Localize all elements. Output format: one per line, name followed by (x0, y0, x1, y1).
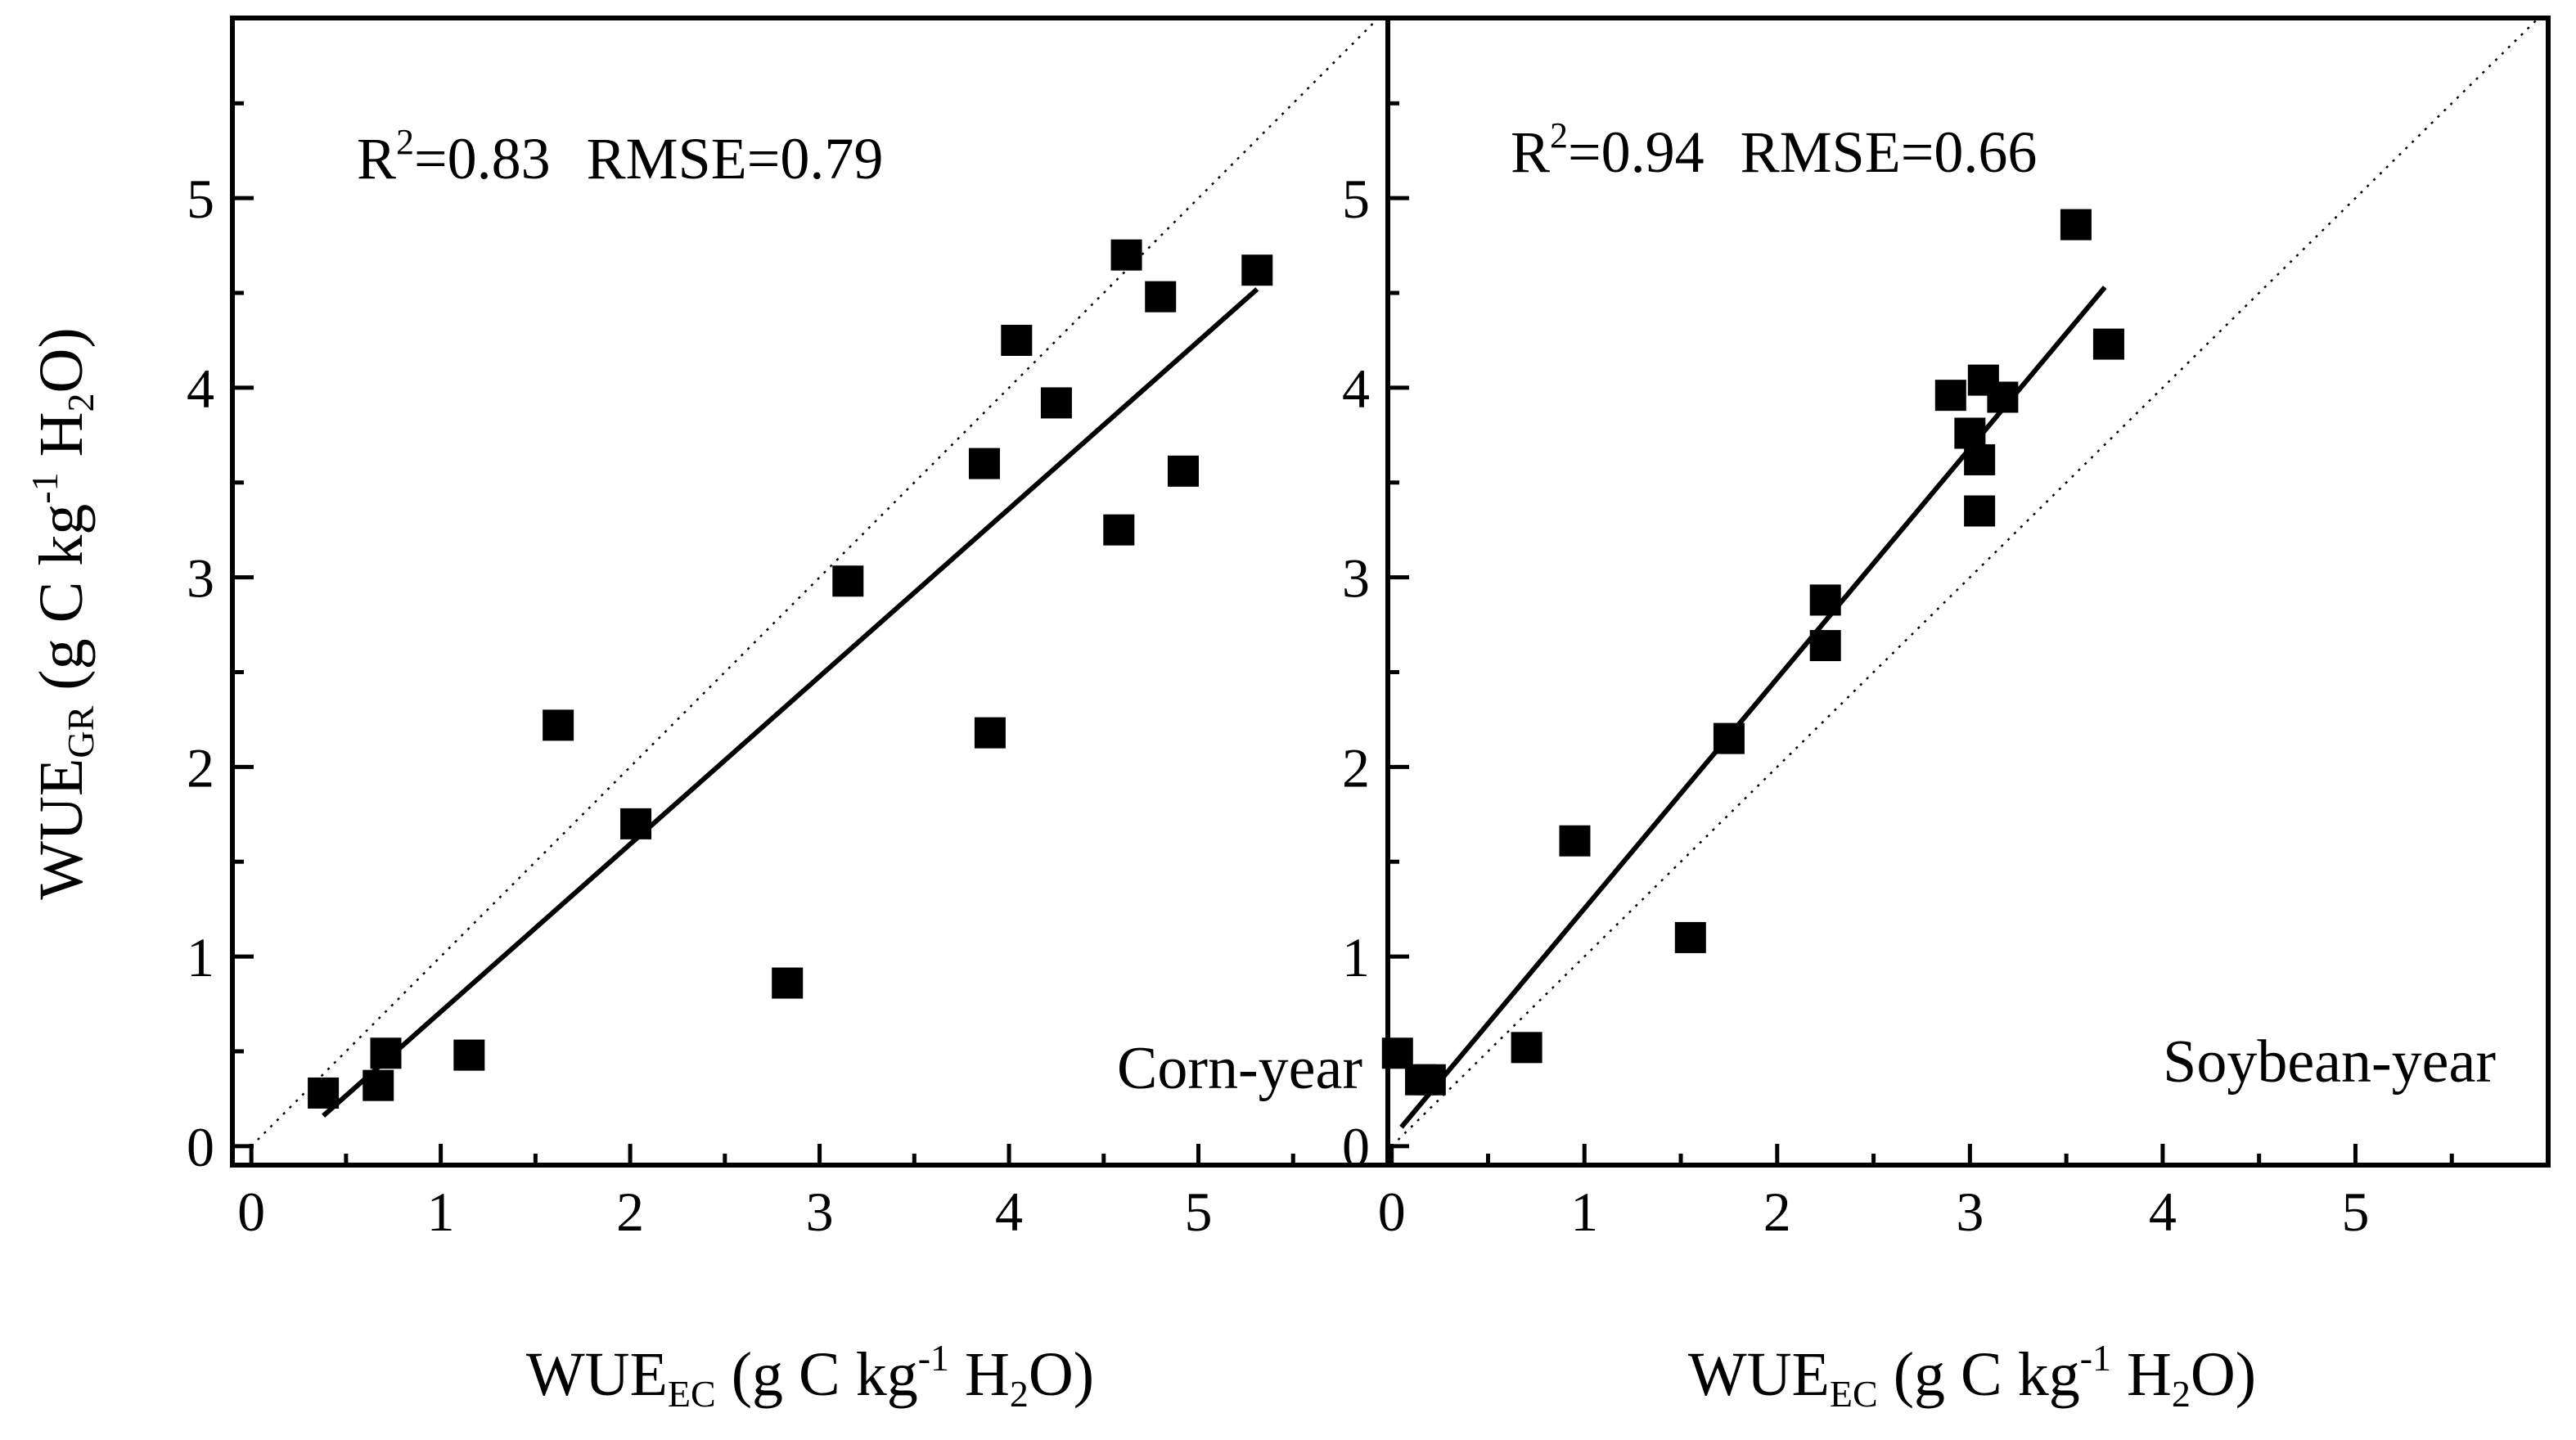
data-point (363, 1069, 394, 1101)
x-tick-label: 2 (1763, 1181, 1791, 1243)
y-tick-label: 2 (1342, 736, 1370, 799)
data-point (1381, 1037, 1413, 1069)
y-axis-ticks: 0 1 2 3 4 5 (1342, 101, 1409, 1178)
points-layer (1381, 209, 2124, 1096)
panel-label: Corn-year (1117, 1035, 1362, 1102)
y-tick-label: 5 (187, 168, 214, 230)
data-point (1809, 584, 1841, 616)
data-point (772, 967, 804, 999)
x-tick-label: 2 (616, 1181, 644, 1243)
data-point (1954, 417, 1986, 449)
x-tick-label: 3 (806, 1181, 834, 1243)
data-point (1241, 254, 1273, 286)
x-tick-label: 3 (1956, 1181, 1984, 1243)
data-point (1809, 630, 1841, 662)
lines-layer (1390, 17, 2540, 1147)
regression-line (1399, 286, 2107, 1129)
x-axis-ticks: 0 1 2 3 4 5 (1378, 1144, 2454, 1243)
data-point (370, 1037, 402, 1069)
data-point (453, 1039, 485, 1071)
y-tick-label: 1 (1342, 926, 1370, 988)
data-point (1001, 324, 1033, 356)
data-point (1040, 387, 1072, 419)
x-axis-label: WUEEC (g C kg-1 H2O) (1688, 1337, 2256, 1415)
data-point (2092, 328, 2124, 360)
x-tick-label: 5 (1185, 1181, 1213, 1243)
data-point (1934, 380, 1966, 412)
data-point (1964, 495, 1996, 527)
data-point (832, 565, 864, 597)
lines-layer (250, 17, 1380, 1147)
x-tick-label: 4 (2149, 1181, 2177, 1243)
x-tick-label: 0 (1378, 1181, 1406, 1243)
one-to-one-line (1390, 17, 2540, 1147)
data-point (1103, 514, 1135, 546)
data-point (1559, 825, 1591, 857)
data-point (1964, 443, 1996, 475)
y-tick-label: 0 (1342, 1116, 1370, 1178)
panel-corn-year: 0 1 2 3 4 5 0 1 2 3 4 5 R2=0.83 RMSE=0.79 Corn-year… (187, 16, 1390, 1415)
data-point (968, 448, 1000, 479)
data-point (1713, 722, 1745, 754)
stats-annotation: R2=0.94 RMSE=0.66 (1511, 115, 2037, 185)
points-layer (308, 239, 1273, 1109)
y-tick-label: 0 (187, 1116, 214, 1178)
data-point (1414, 1064, 1446, 1096)
panel-soybean-year: 0 1 2 3 4 5 0 1 2 3 4 5 R2=0.94 RMSE=0.66 Soybean-y… (1342, 16, 2551, 1415)
data-point (1110, 239, 1142, 271)
x-tick-label: 4 (995, 1181, 1023, 1243)
y-tick-label: 1 (187, 926, 214, 988)
y-tick-label: 4 (1342, 358, 1370, 420)
y-tick-label: 2 (187, 736, 214, 799)
data-point (1168, 455, 1200, 487)
data-point (1511, 1032, 1542, 1064)
data-point (1674, 921, 1706, 953)
panel-frame (1385, 16, 2551, 1168)
y-tick-label: 3 (187, 547, 214, 610)
x-tick-label: 5 (2341, 1181, 2369, 1243)
x-tick-label: 1 (1570, 1181, 1598, 1243)
x-tick-label: 1 (427, 1181, 455, 1243)
y-tick-label: 3 (1342, 547, 1370, 610)
y-axis-ticks: 0 1 2 3 4 5 (187, 101, 254, 1178)
data-point (974, 717, 1006, 749)
stats-annotation: R2=0.83 RMSE=0.79 (357, 122, 883, 191)
data-point (1987, 381, 2019, 413)
data-point (1145, 281, 1177, 313)
y-tick-label: 4 (187, 358, 214, 420)
data-point (620, 808, 652, 839)
panel-label: Soybean-year (2163, 1028, 2496, 1096)
x-axis-label: WUEEC (g C kg-1 H2O) (526, 1337, 1094, 1415)
data-point (308, 1077, 340, 1109)
x-tick-label: 0 (237, 1181, 265, 1243)
regression-line (322, 287, 1259, 1118)
x-axis-ticks: 0 1 2 3 4 5 (237, 1144, 1295, 1243)
y-axis-label: WUEGR (g C kg-1 H2O) (24, 327, 101, 899)
data-point (543, 709, 574, 741)
data-point (2060, 209, 2092, 241)
y-tick-label: 5 (1342, 168, 1370, 230)
